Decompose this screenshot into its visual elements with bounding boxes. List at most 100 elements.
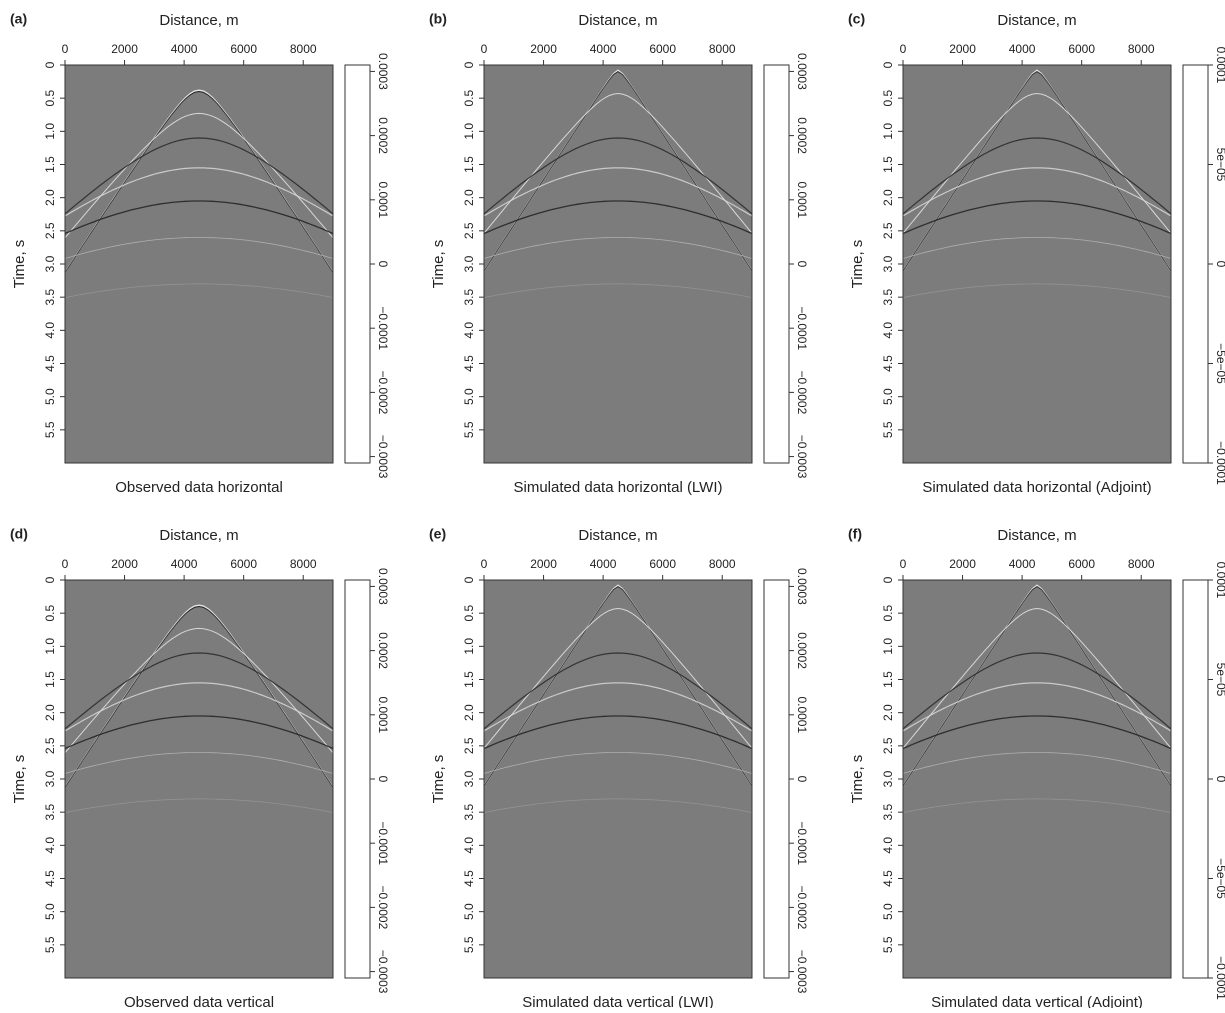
y-tick-label: 0	[43, 576, 57, 583]
x-tick-label: 6000	[1068, 42, 1095, 56]
x-tick-label: 6000	[1068, 557, 1095, 571]
caption: Observed data vertical	[124, 994, 274, 1008]
y-tick-label: 0.5	[881, 605, 895, 622]
image-background	[903, 580, 1171, 978]
y-tick-label: 3.5	[462, 804, 476, 821]
x-tick-label: 8000	[1128, 557, 1155, 571]
y-tick-label: 2.0	[462, 704, 476, 721]
colorbar-tick-label: −5e−05	[1214, 343, 1225, 384]
panel-label: (d)	[10, 526, 28, 542]
panel-label: (e)	[429, 526, 446, 542]
y-tick-label: 0.5	[43, 605, 57, 622]
x-tick-label: 6000	[230, 42, 257, 56]
y-tick-label: 2.5	[462, 737, 476, 754]
colorbar	[345, 580, 370, 978]
y-tick-label: 2.0	[462, 189, 476, 206]
y-tick-label: 4.0	[43, 322, 57, 339]
colorbar-tick-label: −0.0003	[376, 435, 390, 479]
colorbar-tick-label: 0.0002	[376, 632, 390, 669]
y-tick-label: 2.0	[881, 704, 895, 721]
x-tick-label: 4000	[1009, 42, 1036, 56]
x-axis-label: Distance, m	[997, 12, 1076, 29]
y-tick-label: 0	[462, 576, 476, 583]
y-tick-label: 4.5	[462, 870, 476, 887]
y-tick-label: 3.5	[881, 804, 895, 821]
x-tick-label: 2000	[111, 557, 138, 571]
y-tick-label: 4.0	[881, 322, 895, 339]
image-background	[65, 65, 333, 463]
x-tick-label: 0	[900, 557, 907, 571]
panel-label: (c)	[848, 11, 865, 27]
y-tick-label: 2.0	[881, 189, 895, 206]
colorbar-tick-label: 0.0001	[376, 181, 390, 218]
y-tick-label: 1.0	[43, 123, 57, 140]
y-tick-label: 2.5	[43, 737, 57, 754]
y-tick-label: 5.0	[881, 903, 895, 920]
colorbar-tick-label: −0.0003	[795, 950, 809, 994]
x-axis-label: Distance, m	[159, 527, 238, 544]
y-tick-label: 2.5	[43, 222, 57, 239]
colorbar-tick-label: −0.0003	[795, 435, 809, 479]
colorbar-tick-label: 0.0001	[795, 181, 809, 218]
y-tick-label: 3.0	[881, 770, 895, 787]
colorbar-tick-label: −5e−05	[1214, 858, 1225, 899]
colorbar	[764, 65, 789, 463]
y-tick-label: 0.5	[462, 605, 476, 622]
y-axis-label: Time, s	[849, 755, 866, 804]
colorbar-tick-label: 0.0001	[795, 696, 809, 733]
colorbar-tick-label: −0.0001	[1214, 441, 1225, 485]
colorbar-tick-label: 0.0003	[376, 53, 390, 90]
colorbar-tick-label: 5e−05	[1214, 663, 1225, 697]
colorbar-tick-label: −0.0001	[376, 821, 390, 865]
colorbar-tick-label: 0.0001	[376, 696, 390, 733]
colorbar-tick-label: −0.0002	[795, 886, 809, 930]
y-tick-label: 0.5	[462, 90, 476, 107]
x-axis-label: Distance, m	[578, 12, 657, 29]
page: {"chart_data": [ {"type": "image", "pane…	[0, 0, 1225, 1013]
caption: Simulated data vertical (LWI)	[522, 994, 713, 1008]
y-tick-label: 2.0	[43, 189, 57, 206]
y-tick-label: 3.5	[43, 804, 57, 821]
y-axis-label: Time, s	[849, 240, 866, 289]
y-tick-label: 0.5	[881, 90, 895, 107]
image-background	[484, 580, 752, 978]
image-background	[65, 580, 333, 978]
colorbar-tick-label: 0	[1214, 261, 1225, 268]
colorbar-tick-label: −0.0001	[376, 306, 390, 350]
x-tick-label: 8000	[1128, 42, 1155, 56]
colorbar	[1183, 580, 1208, 978]
caption: Simulated data vertical (Adjoint)	[931, 994, 1143, 1008]
image-background	[903, 65, 1171, 463]
x-tick-label: 0	[481, 557, 488, 571]
x-tick-label: 4000	[171, 42, 198, 56]
y-tick-label: 5.5	[462, 421, 476, 438]
x-tick-label: 6000	[649, 42, 676, 56]
colorbar-tick-label: −0.0001	[795, 821, 809, 865]
y-tick-label: 1.0	[881, 123, 895, 140]
colorbar-tick-label: 0.0002	[795, 117, 809, 154]
y-tick-label: 1.5	[881, 671, 895, 688]
x-tick-label: 8000	[290, 42, 317, 56]
y-tick-label: 3.5	[881, 289, 895, 306]
colorbar	[764, 580, 789, 978]
y-tick-label: 0	[881, 61, 895, 68]
image-background	[484, 65, 752, 463]
x-tick-label: 0	[62, 557, 69, 571]
y-tick-label: 4.5	[881, 355, 895, 372]
colorbar-tick-label: −0.0003	[376, 950, 390, 994]
colorbar-tick-label: −0.0002	[795, 371, 809, 415]
colorbar-tick-label: 0.0003	[795, 568, 809, 605]
x-tick-label: 2000	[111, 42, 138, 56]
y-tick-label: 2.0	[43, 704, 57, 721]
y-tick-label: 1.5	[43, 671, 57, 688]
colorbar-tick-label: −0.0001	[1214, 956, 1225, 1000]
y-tick-label: 5.0	[43, 388, 57, 405]
y-tick-label: 3.0	[43, 255, 57, 272]
y-tick-label: 2.5	[881, 222, 895, 239]
x-tick-label: 6000	[649, 557, 676, 571]
y-axis-label: Time, s	[11, 240, 28, 289]
y-tick-label: 0	[462, 61, 476, 68]
y-tick-label: 0	[43, 61, 57, 68]
y-tick-label: 1.5	[462, 156, 476, 173]
colorbar-tick-label: −0.0002	[376, 371, 390, 415]
